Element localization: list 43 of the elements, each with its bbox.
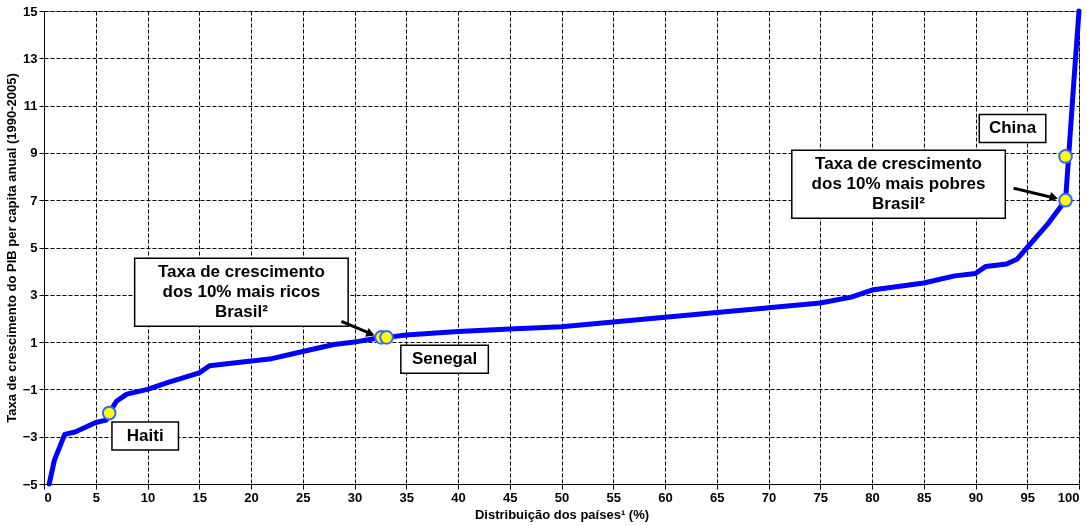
annotation: Senegal xyxy=(411,349,478,369)
y-tick-label: −3 xyxy=(22,429,38,445)
y-tick-label: 3 xyxy=(30,287,38,303)
x-tick-label: 45 xyxy=(503,489,518,505)
x-tick-label: 40 xyxy=(451,489,466,505)
y-axis-title: Taxa de crescimento do PIB per capita anual (1990-2005) xyxy=(3,73,19,423)
x-tick-label: 55 xyxy=(606,489,621,505)
x-tick-label: 30 xyxy=(347,489,363,505)
x-tick-label: 60 xyxy=(658,489,673,505)
y-tick-label: 9 xyxy=(30,145,38,161)
x-tick-label: 0 xyxy=(44,489,52,505)
annotation: Taxa de crescimento dos 10% mais pobres Brasil² xyxy=(811,154,986,214)
y-tick-label: 13 xyxy=(23,50,38,66)
y-tick-label: 1 xyxy=(30,334,38,350)
annotation: China xyxy=(988,118,1037,138)
x-tick-label: 5 xyxy=(92,489,100,505)
x-tick-label: 90 xyxy=(968,489,984,505)
y-tick-label: 5 xyxy=(30,240,38,255)
x-tick-label: 70 xyxy=(761,489,777,505)
x-tick-label: 80 xyxy=(865,489,880,505)
x-tick-label: 95 xyxy=(1020,489,1035,505)
x-tick-label: 35 xyxy=(399,489,414,505)
y-tick-label: −5 xyxy=(22,476,38,492)
x-tick-label: 75 xyxy=(813,489,828,505)
x-tick-label: 100 xyxy=(1057,489,1080,505)
annotation: Haiti xyxy=(126,426,164,446)
x-tick-label: 25 xyxy=(296,489,311,505)
y-tick-label: 11 xyxy=(23,98,38,114)
x-tick-label: 50 xyxy=(554,489,570,505)
x-tick-label: 65 xyxy=(710,489,725,505)
x-tick-label: 20 xyxy=(244,489,259,505)
point xyxy=(1058,149,1073,164)
annotation: Taxa de crescimento dos 10% mais ricos Brasil² xyxy=(157,262,325,322)
point xyxy=(1058,192,1073,208)
point xyxy=(379,330,394,345)
x-axis-title: Distribuição dos países¹ (%) xyxy=(474,506,650,522)
y-tick-label: 15 xyxy=(23,3,38,19)
y-tick-label: 7 xyxy=(30,192,38,208)
x-tick-label: 10 xyxy=(140,489,156,505)
y-tick-label: −1 xyxy=(22,381,38,397)
x-tick-label: 85 xyxy=(917,489,932,505)
point xyxy=(101,405,117,421)
x-tick-label: 15 xyxy=(192,489,207,505)
